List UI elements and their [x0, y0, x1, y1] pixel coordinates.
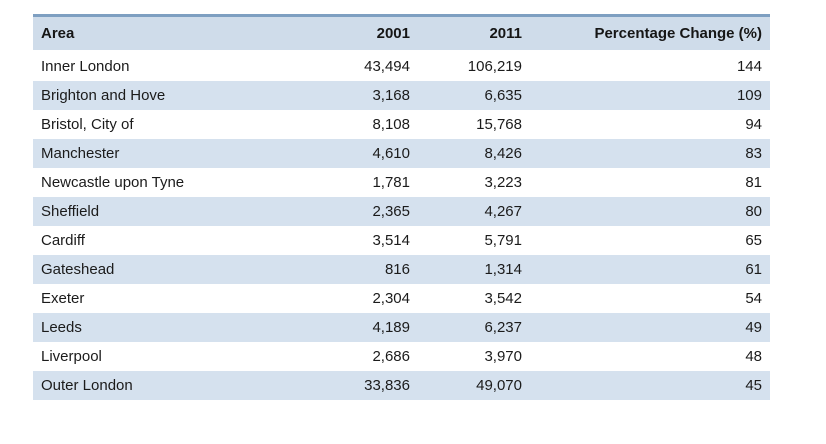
cell-2011: 106,219: [467, 58, 522, 75]
cell-area: Newcastle upon Tyne: [41, 174, 185, 191]
table-row: Brighton and Hove 3,168 6,635 109: [33, 81, 770, 110]
column-header-2001: 2001: [313, 15, 418, 52]
table-row: Sheffield 2,365 4,267 80: [33, 197, 770, 226]
cell-2011: 6,635: [484, 87, 522, 104]
cell-2001: 43,494: [364, 58, 410, 75]
cell-area: Bristol, City of: [41, 116, 134, 133]
table-row: Cardiff 3,514 5,791 65: [33, 226, 770, 255]
cell-2011: 3,970: [484, 348, 522, 365]
cell-2001: 33,836: [364, 377, 410, 394]
cell-area: Sheffield: [41, 203, 100, 220]
cell-2001: 2,365: [372, 203, 410, 220]
cell-area: Gateshead: [41, 261, 115, 278]
cell-2011: 4,267: [484, 203, 522, 220]
cell-percentage-change: 81: [745, 174, 762, 191]
table-row: Exeter 2,304 3,542 54: [33, 284, 770, 313]
header-row: Area 2001 2011 Percentage Change (%): [33, 15, 770, 52]
cell-2001: 8,108: [372, 116, 410, 133]
cell-2011: 8,426: [484, 145, 522, 162]
cell-area: Inner London: [41, 58, 130, 75]
cell-area: Leeds: [41, 319, 82, 336]
cell-percentage-change: 109: [736, 87, 762, 104]
table-row: Gateshead 816 1,314 61: [33, 255, 770, 284]
cell-area: Brighton and Hove: [41, 87, 166, 104]
cell-2001: 816: [384, 261, 410, 278]
cell-percentage-change: 48: [745, 348, 762, 365]
cell-2011: 3,542: [484, 290, 522, 307]
column-header-percentage-change: Percentage Change (%): [530, 15, 770, 52]
cell-percentage-change: 61: [745, 261, 762, 278]
column-header-2011: 2011: [418, 15, 530, 52]
cell-2001: 3,514: [372, 232, 410, 249]
cell-percentage-change: 54: [745, 290, 762, 307]
cell-area: Exeter: [41, 290, 85, 307]
cell-2011: 49,070: [476, 377, 522, 394]
table-row: Manchester 4,610 8,426 83: [33, 139, 770, 168]
cell-2011: 5,791: [484, 232, 522, 249]
cell-2011: 6,237: [484, 319, 522, 336]
cell-percentage-change: 80: [745, 203, 762, 220]
table-row: Outer London 33,836 49,070 45: [33, 371, 770, 400]
table-row: Newcastle upon Tyne 1,781 3,223 81: [33, 168, 770, 197]
cell-area: Manchester: [41, 145, 120, 162]
population-change-table: Area 2001 2011 Percentage Change (%) Inn…: [33, 14, 770, 400]
cell-2011: 15,768: [476, 116, 522, 133]
cell-2001: 1,781: [372, 174, 410, 191]
cell-2001: 3,168: [372, 87, 410, 104]
cell-2011: 3,223: [484, 174, 522, 191]
cell-percentage-change: 144: [736, 58, 762, 75]
table-row: Leeds 4,189 6,237 49: [33, 313, 770, 342]
cell-area: Liverpool: [41, 348, 102, 365]
cell-2001: 4,189: [372, 319, 410, 336]
table-row: Liverpool 2,686 3,970 48: [33, 342, 770, 371]
column-header-area: Area: [33, 15, 313, 52]
cell-area: Cardiff: [41, 232, 85, 249]
table-row: Bristol, City of 8,108 15,768 94: [33, 110, 770, 139]
cell-percentage-change: 49: [745, 319, 762, 336]
cell-percentage-change: 45: [745, 377, 762, 394]
cell-percentage-change: 83: [745, 145, 762, 162]
cell-2001: 4,610: [372, 145, 410, 162]
cell-percentage-change: 65: [745, 232, 762, 249]
cell-2001: 2,304: [372, 290, 410, 307]
population-change-table-container: Area 2001 2011 Percentage Change (%) Inn…: [33, 14, 770, 400]
cell-2001: 2,686: [372, 348, 410, 365]
cell-2011: 1,314: [484, 261, 522, 278]
table-row: Inner London 43,494 106,219 144: [33, 51, 770, 81]
cell-area: Outer London: [41, 377, 133, 394]
cell-percentage-change: 94: [745, 116, 762, 133]
